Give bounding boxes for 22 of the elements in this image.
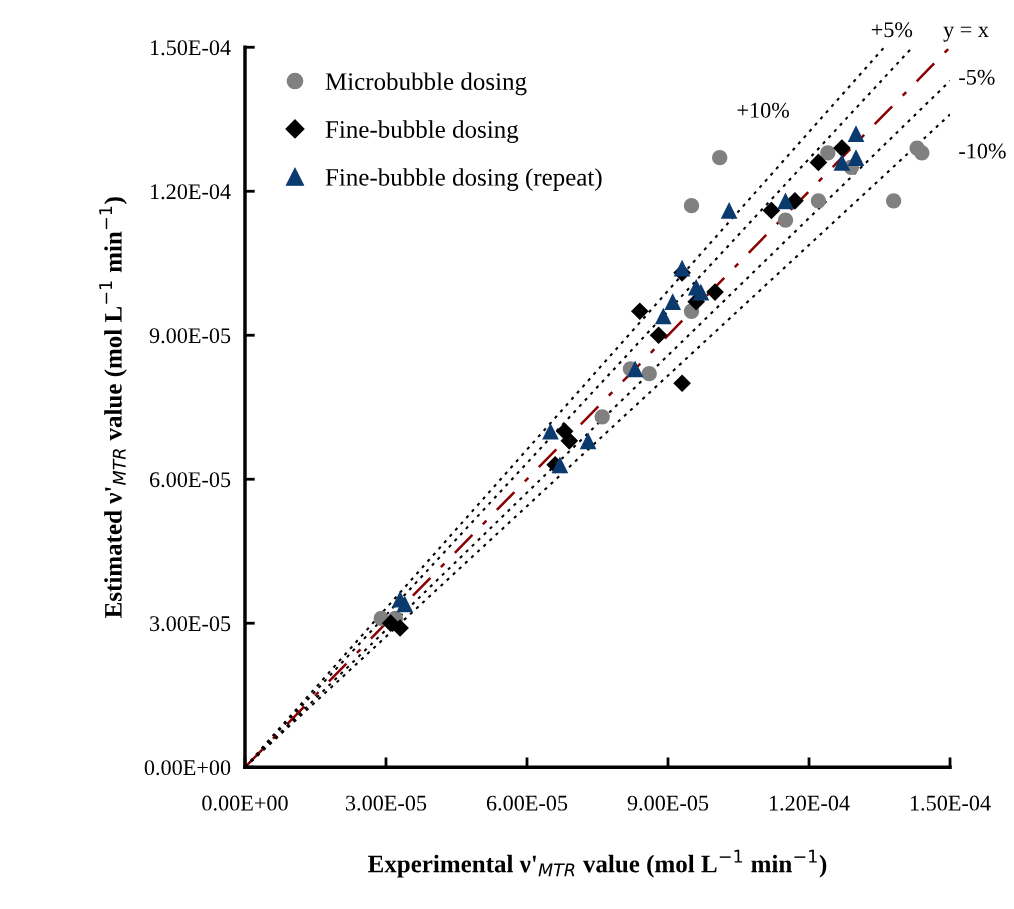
x-tick-label: 1.50E-04 xyxy=(910,795,991,811)
y-axis-title: Estimated ν'$_{MTR}$ value (mol L$^{−1}$ min$^{−1}$) xyxy=(99,197,127,618)
legend-label: Microbubble dosing xyxy=(325,72,527,96)
x-axis-title: Experimental ν'$_{MTR}$ value (mol L$^{−1}$ min$^{−1}$) xyxy=(368,849,827,878)
series-label: +10% xyxy=(737,102,790,118)
legend-label: Fine-bubble dosing xyxy=(325,120,519,144)
x-tick-label: 0.00E+00 xyxy=(202,795,288,811)
y-tick-label: 1.20E-04 xyxy=(150,184,231,200)
series-label: -5% xyxy=(959,69,995,85)
series-label: y = x xyxy=(943,26,989,42)
x-tick-label: 6.00E-05 xyxy=(486,795,568,811)
y-tick-label: 1.50E-04 xyxy=(150,40,231,56)
series-label: -10% xyxy=(959,143,1006,159)
y-tick-label: 6.00E-05 xyxy=(149,472,231,488)
x-tick-label: 1.20E-04 xyxy=(769,795,850,811)
legend-label: Fine-bubble dosing (repeat) xyxy=(325,168,602,191)
y-tick-label: 0.00E+00 xyxy=(144,760,231,776)
series-label: +5% xyxy=(871,22,913,38)
x-tick-label: 9.00E-05 xyxy=(627,795,709,811)
x-tick-label: 3.00E-05 xyxy=(346,795,427,811)
y-tick-label: 3.00E-05 xyxy=(150,616,231,632)
y-tick-label: 9.00E-05 xyxy=(149,328,231,344)
